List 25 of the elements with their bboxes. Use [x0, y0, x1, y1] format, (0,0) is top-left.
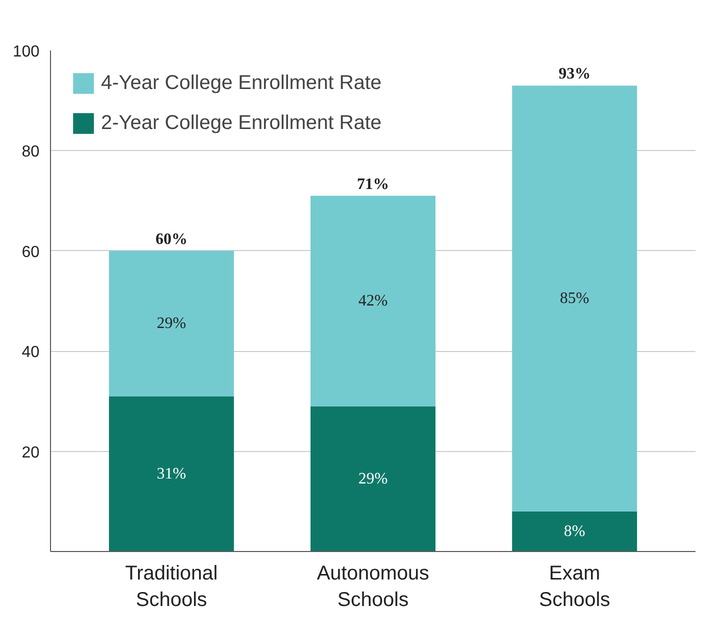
x-tick-label: Exam Schools: [538, 562, 610, 611]
x-tick-label: Traditional Schools: [125, 562, 218, 611]
bar: [108, 250, 234, 396]
data-label: 8%: [564, 522, 586, 540]
data-label: 85%: [560, 290, 590, 307]
bar: [512, 86, 638, 512]
total-label: 71%: [357, 176, 389, 193]
y-tick-label: 80: [22, 144, 40, 161]
bar: [108, 396, 234, 552]
data-label: 29%: [358, 470, 388, 488]
data-label: 31%: [156, 465, 186, 482]
x-tick-label: Autonomous Schools: [316, 562, 430, 611]
bar: [310, 406, 436, 552]
data-label: 29%: [156, 315, 186, 332]
y-tick-label: 60: [22, 244, 40, 261]
total-label: 93%: [558, 66, 591, 83]
y-tick-label: 40: [22, 344, 40, 362]
y-tick-label: 100: [12, 44, 40, 60]
bar: [512, 511, 638, 552]
y-tick-label: 20: [22, 444, 40, 462]
bar: [310, 196, 436, 406]
legend-label: 2-Year College Enrollment Rate: [101, 112, 382, 134]
total-label: 60%: [155, 230, 188, 248]
data-label: 42%: [358, 292, 388, 310]
legend-label: 4-Year College Enrollment Rate: [101, 72, 382, 94]
